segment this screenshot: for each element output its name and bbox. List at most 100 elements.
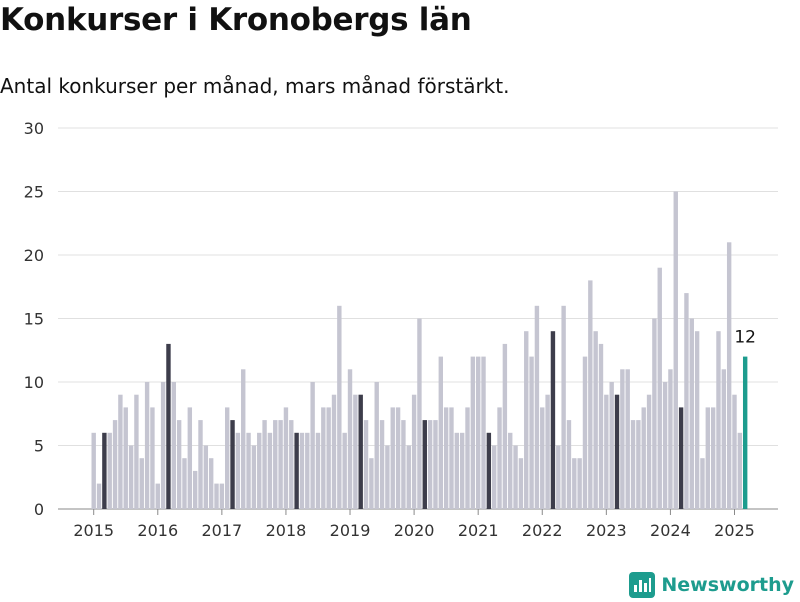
bar	[540, 407, 545, 509]
bar	[454, 432, 460, 509]
bar	[278, 420, 283, 509]
bar	[91, 432, 96, 509]
bar	[310, 382, 315, 509]
bar	[700, 458, 705, 509]
bar	[641, 407, 646, 509]
bar	[652, 318, 657, 509]
newsworthy-logo[interactable]: Newsworthy	[629, 572, 794, 598]
x-tick-label: 2017	[202, 521, 243, 540]
bar	[203, 445, 209, 509]
bar	[646, 394, 652, 509]
bar	[417, 318, 422, 509]
bar	[614, 394, 620, 509]
bar	[273, 420, 278, 509]
bar	[112, 420, 118, 509]
bar	[705, 407, 710, 509]
bar	[411, 394, 417, 509]
bar	[689, 318, 694, 509]
x-tick-label: 2025	[714, 521, 755, 540]
bar	[363, 420, 369, 509]
bar	[358, 394, 363, 509]
bar	[219, 483, 225, 509]
bar	[96, 483, 102, 509]
bar	[283, 407, 289, 509]
bar	[422, 420, 427, 509]
bar	[502, 343, 508, 509]
bar	[262, 420, 267, 509]
bar	[427, 420, 433, 509]
bar	[289, 420, 294, 509]
bar	[337, 305, 342, 509]
bar	[347, 369, 353, 509]
x-tick-label: 2021	[458, 521, 499, 540]
bar-chart-logo-icon	[629, 572, 656, 598]
bar	[379, 420, 385, 509]
bar	[678, 407, 684, 509]
bar	[518, 458, 524, 509]
bar	[598, 343, 604, 509]
x-tick-label: 2018	[266, 521, 307, 540]
y-tick-label: 10	[24, 373, 44, 392]
bar	[241, 369, 246, 509]
bar	[550, 331, 556, 509]
x-tick-label: 2020	[394, 521, 435, 540]
bar	[246, 432, 251, 509]
bar	[187, 407, 193, 509]
bar	[588, 280, 593, 509]
bar	[556, 445, 561, 509]
bar	[102, 432, 107, 509]
bar	[128, 445, 134, 509]
bar	[251, 445, 257, 509]
bar	[577, 458, 582, 509]
bar	[176, 420, 182, 509]
bar	[593, 331, 598, 509]
y-tick-label: 20	[24, 246, 44, 265]
bar	[668, 369, 673, 509]
bar	[470, 356, 476, 509]
bar	[465, 407, 470, 509]
bar	[155, 483, 160, 509]
x-tick-label: 2015	[73, 521, 114, 540]
bar	[182, 458, 187, 509]
bar	[257, 432, 262, 509]
bar	[353, 394, 358, 509]
bar	[636, 420, 641, 509]
bar	[529, 356, 534, 509]
bar	[374, 382, 379, 509]
bar	[732, 394, 737, 509]
bar	[524, 331, 529, 509]
x-tick-label: 2022	[522, 521, 563, 540]
bar	[401, 420, 406, 509]
bar	[475, 356, 481, 509]
y-tick-label: 30	[24, 119, 44, 138]
bar	[625, 369, 630, 509]
bar	[459, 432, 465, 509]
bar	[385, 445, 390, 509]
bar	[171, 382, 176, 509]
bar	[192, 470, 198, 509]
bar	[513, 445, 518, 509]
bar	[604, 394, 609, 509]
bar	[508, 432, 513, 509]
bar	[443, 407, 449, 509]
bar	[433, 420, 438, 509]
bar	[657, 267, 662, 509]
chart-title: Konkurser i Kronobergs län	[0, 2, 472, 38]
x-tick-label: 2024	[650, 521, 691, 540]
bar	[230, 420, 235, 509]
bar	[673, 191, 678, 509]
bar	[742, 356, 748, 509]
bar	[481, 356, 486, 509]
bar	[486, 432, 492, 509]
x-tick-label: 2016	[137, 521, 178, 540]
bar	[566, 420, 572, 509]
bar	[150, 407, 155, 509]
bar	[198, 420, 203, 509]
bar	[267, 432, 273, 509]
bar	[492, 445, 497, 509]
bar	[214, 483, 219, 509]
y-tick-label: 0	[34, 500, 44, 519]
bar	[321, 407, 326, 509]
bar	[561, 305, 566, 509]
bar	[620, 369, 625, 509]
